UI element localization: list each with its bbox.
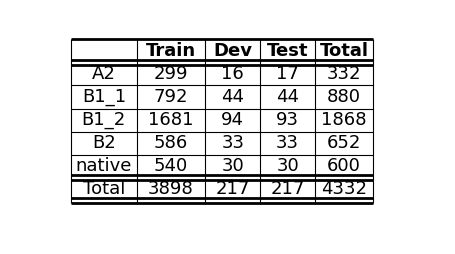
Text: 880: 880 — [326, 88, 360, 106]
Text: 17: 17 — [276, 65, 298, 83]
Text: 600: 600 — [327, 157, 360, 175]
Text: Total: Total — [319, 42, 368, 60]
Text: B2: B2 — [92, 134, 116, 152]
Text: 586: 586 — [153, 134, 187, 152]
Text: 299: 299 — [153, 65, 188, 83]
Text: 16: 16 — [221, 65, 244, 83]
Text: Total: Total — [82, 180, 125, 198]
Text: 94: 94 — [221, 111, 244, 129]
Text: B1_2: B1_2 — [81, 111, 126, 129]
Text: 4332: 4332 — [320, 180, 366, 198]
Text: A2: A2 — [92, 65, 116, 83]
Text: 44: 44 — [221, 88, 244, 106]
Text: 93: 93 — [275, 111, 298, 129]
Text: 33: 33 — [275, 134, 298, 152]
Text: 540: 540 — [153, 157, 187, 175]
Text: 30: 30 — [221, 157, 244, 175]
Text: native: native — [76, 157, 132, 175]
Text: 3898: 3898 — [148, 180, 193, 198]
Text: B1_1: B1_1 — [81, 88, 126, 106]
Text: 30: 30 — [276, 157, 298, 175]
Text: 217: 217 — [215, 180, 249, 198]
Text: 652: 652 — [326, 134, 360, 152]
Text: 33: 33 — [221, 134, 244, 152]
Text: 1868: 1868 — [321, 111, 366, 129]
Text: 1681: 1681 — [148, 111, 193, 129]
Text: 792: 792 — [153, 88, 188, 106]
Text: Test: Test — [266, 42, 308, 60]
Text: Train: Train — [146, 42, 196, 60]
Text: 332: 332 — [326, 65, 361, 83]
Text: 217: 217 — [270, 180, 304, 198]
Text: Dev: Dev — [213, 42, 252, 60]
Text: 44: 44 — [275, 88, 298, 106]
